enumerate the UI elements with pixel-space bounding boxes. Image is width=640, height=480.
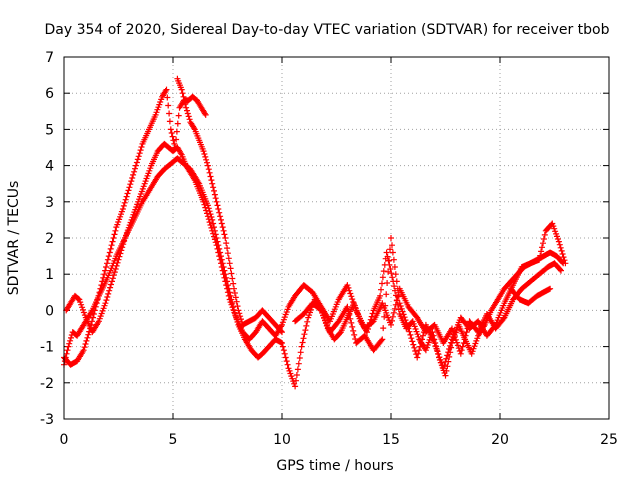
y-tick-label: 2 [45, 231, 54, 247]
series-markers [292, 220, 569, 372]
plot-frame [63, 56, 610, 420]
y-tick-label: 4 [45, 159, 54, 175]
y-tick-label: 3 [45, 195, 54, 211]
series-markers [61, 155, 567, 390]
x-tick-label: 0 [60, 432, 69, 448]
chart-title: Day 354 of 2020, Sidereal Day-to-day VTE… [44, 22, 609, 38]
data-series [61, 75, 569, 390]
series-track-5 [292, 220, 569, 372]
y-tick-label: 5 [45, 122, 54, 138]
y-tick-label: -2 [40, 376, 54, 392]
y-tick-label: 7 [45, 50, 54, 66]
series-track-1 [61, 155, 567, 390]
x-tick-label: 5 [169, 432, 178, 448]
series-track-4 [174, 75, 285, 336]
series-markers [63, 140, 564, 357]
y-tick-label: 6 [45, 86, 54, 102]
grid [64, 57, 609, 419]
series-track-2 [63, 140, 564, 357]
x-axis-label: GPS time / hours [276, 458, 393, 474]
series-markers [507, 285, 554, 307]
x-tick-label: 10 [273, 432, 291, 448]
series-track-6 [507, 285, 554, 307]
x-tick-label: 15 [382, 432, 400, 448]
x-tick-label: 20 [491, 432, 509, 448]
axes: 0 5 10 15 20 25 -3 -2 -1 0 1 2 3 4 5 6 7 [40, 50, 618, 448]
y-axis-label: SDTVAR / TECUs [6, 181, 22, 296]
y-tick-label: -3 [40, 412, 54, 428]
x-tick-label: 25 [600, 432, 618, 448]
series-markers [174, 75, 285, 336]
y-tick-label: -1 [40, 340, 54, 356]
y-tick-label: 1 [45, 267, 54, 283]
y-tick-label: 0 [45, 303, 54, 319]
